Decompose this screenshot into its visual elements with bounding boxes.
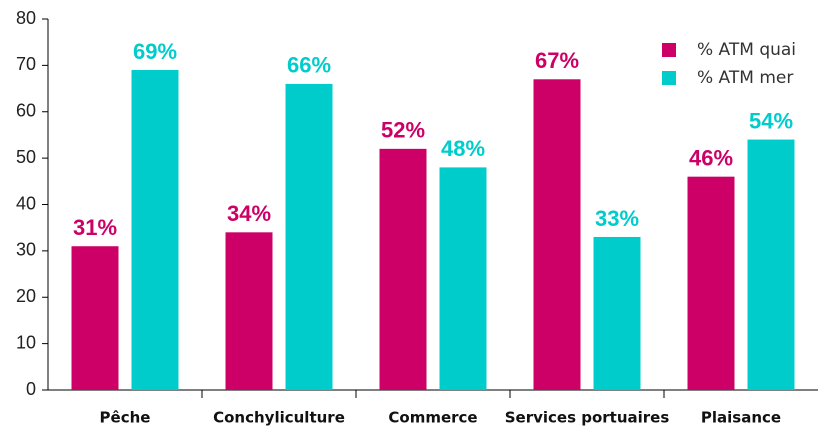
value-label: 67% <box>535 48 579 73</box>
y-tick-label: 80 <box>16 8 36 28</box>
y-tick-label: 50 <box>16 147 36 167</box>
bar <box>225 232 273 390</box>
bar <box>131 70 179 390</box>
bar <box>71 246 119 390</box>
x-tick-label: Services portuaires <box>505 409 670 427</box>
value-label: 69% <box>133 39 177 64</box>
y-tick-label: 70 <box>16 54 36 74</box>
value-label: 33% <box>595 206 639 231</box>
y-tick-label: 40 <box>16 193 36 213</box>
value-label: 34% <box>227 201 271 226</box>
value-label: 46% <box>689 145 733 170</box>
x-tick-label: Commerce <box>388 409 477 427</box>
value-label: 48% <box>441 136 485 161</box>
bar <box>687 176 735 390</box>
bar <box>747 139 795 390</box>
legend-label: % ATM mer <box>697 68 793 88</box>
bar <box>285 83 333 391</box>
bar <box>439 167 487 390</box>
value-label: 31% <box>73 215 117 240</box>
bar <box>593 236 641 390</box>
x-tick-label: Pêche <box>100 409 151 427</box>
bar <box>533 79 581 390</box>
y-tick-label: 0 <box>26 379 36 399</box>
legend-swatch <box>662 43 676 57</box>
y-tick-label: 30 <box>16 240 36 260</box>
legend-label: % ATM quai <box>697 40 796 60</box>
value-label: 66% <box>287 53 331 78</box>
value-label: 54% <box>749 108 793 133</box>
y-tick-label: 60 <box>16 101 36 121</box>
legend-swatch <box>662 71 676 85</box>
y-tick-label: 20 <box>16 286 36 306</box>
bar <box>379 148 427 390</box>
value-label: 52% <box>381 118 425 143</box>
y-tick-label: 10 <box>16 332 36 352</box>
x-tick-label: Plaisance <box>701 409 781 427</box>
x-tick-label: Conchyliculture <box>213 409 345 427</box>
